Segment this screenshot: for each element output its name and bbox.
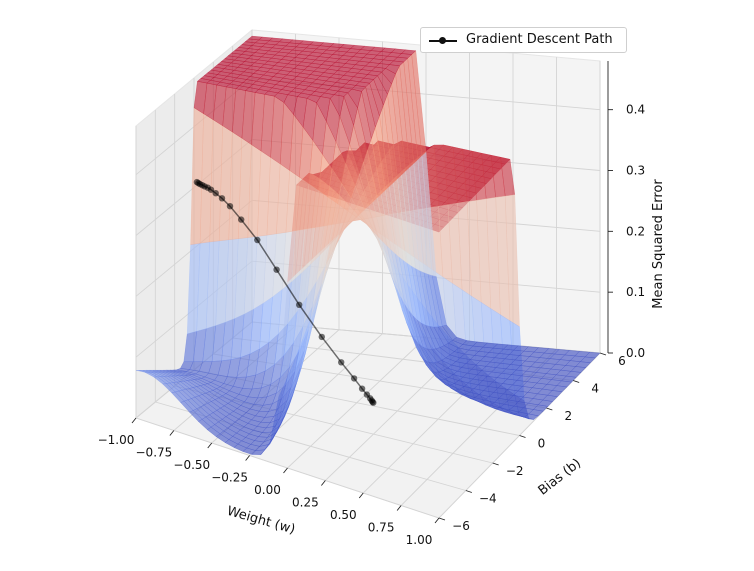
x-tick bbox=[207, 442, 213, 449]
path-point bbox=[296, 301, 303, 308]
path-point bbox=[238, 216, 245, 223]
surface-facet bbox=[248, 35, 263, 41]
z-tick-label: 0.2 bbox=[626, 224, 645, 238]
path-point bbox=[212, 190, 219, 197]
x-tick bbox=[131, 417, 137, 424]
x-tick bbox=[245, 455, 250, 461]
path-point bbox=[207, 186, 215, 193]
z-tick-label: 0.3 bbox=[626, 164, 645, 178]
path-point bbox=[218, 195, 226, 202]
error-surface bbox=[135, 35, 601, 455]
z-tick-label: 0.1 bbox=[626, 285, 645, 299]
x-tick-label: 0.75 bbox=[368, 521, 395, 535]
legend-label: Gradient Descent Path bbox=[466, 32, 613, 47]
z-axis-label: Mean Squared Error bbox=[651, 179, 666, 309]
gradient-descent-path bbox=[193, 178, 377, 406]
x-axis-label: Weight (w) bbox=[225, 504, 297, 538]
y-tick bbox=[546, 407, 553, 411]
y-tick bbox=[438, 517, 446, 521]
x-tick-label: 0.00 bbox=[254, 483, 281, 497]
y-tick-label: −6 bbox=[452, 519, 470, 533]
x-tick bbox=[434, 517, 440, 524]
y-tick bbox=[492, 462, 499, 466]
path-point bbox=[273, 266, 280, 273]
legend-dot-marker bbox=[439, 37, 446, 44]
y-tick-label: −4 bbox=[479, 492, 497, 506]
z-tick-label: 0.0 bbox=[626, 346, 645, 360]
x-tick bbox=[358, 492, 364, 499]
path-point bbox=[358, 385, 366, 392]
x-tick-label: −0.25 bbox=[211, 471, 248, 485]
x-tick-label: −0.75 bbox=[136, 446, 173, 460]
legend: Gradient Descent Path bbox=[420, 27, 627, 53]
y-tick-label: 2 bbox=[564, 409, 572, 423]
path-point bbox=[254, 236, 261, 244]
x-tick-label: −1.00 bbox=[98, 433, 135, 447]
y-tick bbox=[599, 352, 607, 356]
x-tick bbox=[169, 430, 175, 436]
x-tick bbox=[283, 467, 288, 474]
x-tick-label: 0.50 bbox=[330, 508, 357, 522]
y-tick-label: 6 bbox=[618, 354, 626, 368]
axis-ticks: −1.00−0.75−0.50−0.250.000.250.500.751.00… bbox=[98, 61, 645, 547]
y-tick-label: 4 bbox=[591, 382, 599, 396]
y-tick bbox=[519, 435, 526, 438]
path-point bbox=[350, 375, 358, 382]
y-axis-label: Bias (b) bbox=[536, 456, 584, 498]
path-point bbox=[226, 203, 234, 210]
path-point bbox=[338, 359, 345, 366]
x-tick bbox=[321, 480, 326, 486]
y-tick-label: −2 bbox=[506, 464, 524, 478]
x-tick-label: 0.25 bbox=[292, 496, 319, 510]
y-tick bbox=[465, 490, 472, 493]
x-tick-label: −0.50 bbox=[173, 458, 210, 472]
y-tick bbox=[573, 380, 580, 383]
x-tick bbox=[396, 505, 402, 511]
path-point bbox=[318, 333, 325, 341]
z-tick-label: 0.4 bbox=[626, 103, 645, 117]
x-tick-label: 1.00 bbox=[406, 533, 433, 547]
y-tick-label: 0 bbox=[538, 437, 546, 451]
path-point bbox=[370, 399, 377, 406]
